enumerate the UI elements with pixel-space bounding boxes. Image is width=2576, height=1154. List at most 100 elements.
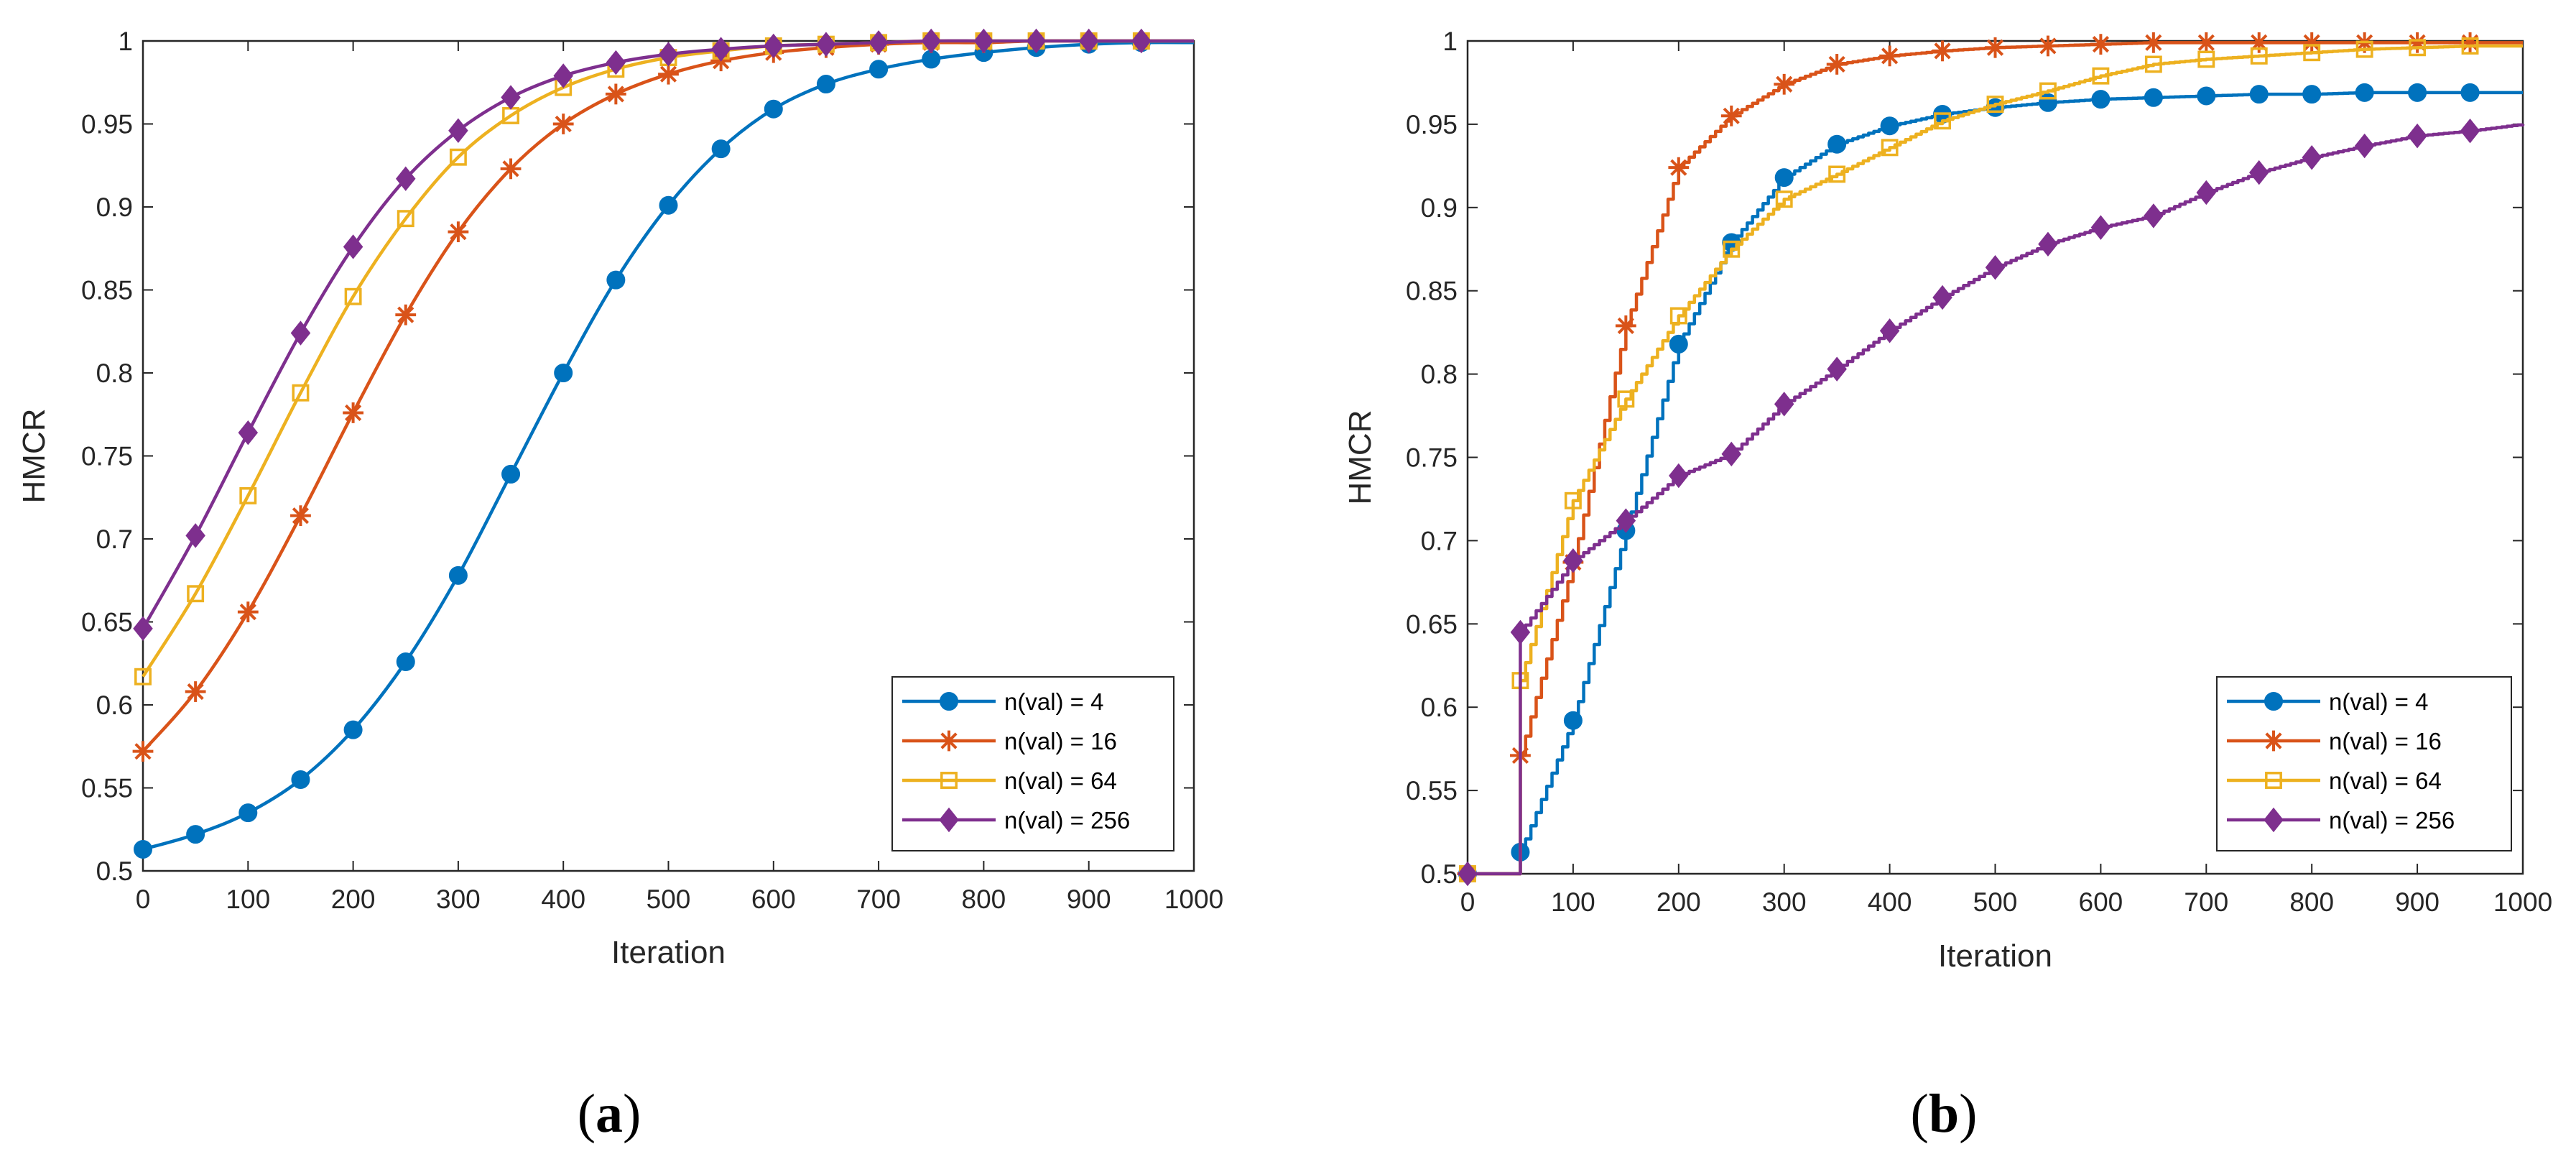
x-tick-label: 1000 — [2493, 887, 2552, 917]
y-tick-label: 0.6 — [96, 691, 133, 720]
data-point — [397, 210, 414, 228]
data-point — [1879, 318, 1900, 343]
data-point — [1879, 45, 1900, 67]
data-point — [2461, 37, 2479, 55]
data-point — [658, 42, 679, 67]
data-point — [2197, 50, 2215, 68]
data-point — [1617, 390, 1635, 408]
data-point — [2038, 231, 2058, 257]
legend-marker — [940, 692, 958, 711]
data-point — [343, 234, 363, 259]
y-tick-label: 0.5 — [1421, 859, 1458, 889]
x-tick-label: 300 — [1762, 887, 1807, 917]
data-point — [2091, 90, 2111, 109]
legend-label: n(val) = 4 — [2329, 688, 2428, 715]
data-point — [2409, 39, 2427, 57]
data-point — [1880, 116, 1899, 136]
data-point — [2144, 55, 2162, 73]
data-point — [2408, 83, 2427, 102]
data-point — [1668, 157, 1690, 178]
x-axis-label: Iteration — [1938, 938, 2052, 974]
x-tick-label: 1000 — [1164, 885, 1223, 914]
data-point — [1669, 463, 1689, 489]
x-tick-label: 900 — [1067, 885, 1111, 914]
data-point — [1774, 73, 1795, 95]
data-point — [396, 652, 415, 671]
data-point — [2460, 83, 2480, 102]
data-point — [711, 139, 731, 159]
data-point — [500, 158, 522, 180]
data-point — [290, 320, 311, 346]
x-tick-label: 400 — [1868, 887, 1912, 917]
legend-marker — [939, 807, 959, 833]
data-point — [2302, 145, 2322, 170]
legend-box — [891, 676, 1175, 851]
data-point — [710, 37, 731, 62]
data-point — [2195, 32, 2217, 53]
data-point — [1615, 315, 1636, 336]
caption-b: (b) — [1911, 1084, 1978, 1144]
x-tick-label: 900 — [2395, 887, 2440, 917]
legend-marker — [938, 730, 960, 752]
x-tick-label: 500 — [647, 885, 691, 914]
y-tick-label: 1 — [1442, 27, 1458, 56]
data-point — [186, 825, 205, 844]
data-point — [2248, 160, 2269, 185]
data-point — [2303, 44, 2321, 62]
data-point — [764, 99, 783, 119]
data-point — [449, 148, 467, 166]
y-tick-label: 0.6 — [1421, 693, 1458, 722]
x-tick-label: 500 — [1973, 887, 2018, 917]
data-point — [2302, 85, 2322, 104]
x-tick-label: 300 — [436, 885, 481, 914]
x-tick-label: 0 — [136, 885, 151, 914]
data-point — [1564, 491, 1582, 509]
data-point — [1986, 96, 2004, 114]
legend-entry-2: n(val) = 16 — [902, 728, 1117, 754]
data-point — [2250, 47, 2268, 65]
data-point — [185, 681, 206, 702]
y-tick-label: 0.9 — [1421, 193, 1458, 223]
data-point — [2249, 85, 2269, 104]
data-point — [343, 720, 363, 739]
data-point — [501, 464, 521, 484]
data-point — [134, 839, 152, 859]
data-point — [239, 486, 257, 504]
data-point — [1669, 334, 1688, 354]
data-point — [2092, 67, 2110, 85]
data-point — [290, 505, 311, 527]
data-point — [291, 770, 310, 789]
x-tick-label: 100 — [226, 885, 270, 914]
y-tick-label: 0.9 — [96, 193, 133, 222]
legend-label: n(val) = 16 — [2329, 728, 2442, 754]
caption-a: (a) — [578, 1084, 641, 1144]
x-tick-label: 800 — [2289, 887, 2334, 917]
x-tick-label: 0 — [1460, 887, 1475, 917]
data-point — [2196, 180, 2217, 206]
data-point — [606, 50, 626, 75]
legend-label: n(val) = 256 — [1004, 807, 1130, 834]
legend-entry-4: n(val) = 256 — [902, 807, 1130, 834]
data-point — [1774, 168, 1794, 188]
y-tick-label: 0.75 — [1406, 443, 1458, 473]
data-point — [2144, 203, 2164, 229]
data-point — [552, 114, 574, 134]
data-point — [606, 270, 626, 290]
data-point — [973, 28, 994, 54]
data-point — [501, 85, 521, 110]
legend-entry-3: n(val) = 64 — [902, 767, 1117, 794]
series-1 — [134, 33, 1195, 859]
data-point — [1827, 134, 1847, 154]
legend-marker — [2263, 730, 2284, 752]
y-axis-label: HMCR — [17, 409, 52, 504]
data-point — [1458, 861, 1478, 887]
data-point — [238, 803, 258, 823]
data-point — [292, 384, 310, 402]
data-point — [2197, 86, 2216, 106]
data-point — [237, 601, 259, 623]
y-tick-label: 0.65 — [1406, 609, 1458, 639]
data-point — [132, 741, 154, 762]
x-tick-label: 100 — [1551, 887, 1595, 917]
legend-marker — [940, 772, 958, 789]
data-point — [448, 118, 468, 143]
